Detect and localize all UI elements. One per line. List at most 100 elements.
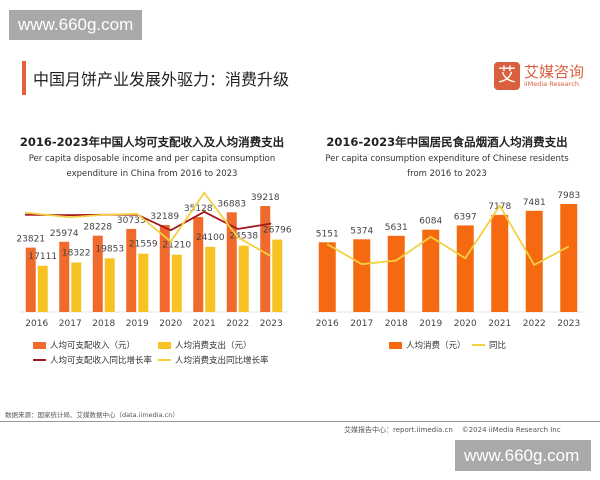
logo-en: iiMedia Research [524,80,580,88]
consumption-bar [205,246,216,312]
food-spend-label: 5151 [316,229,339,239]
title-accent-bar [22,61,26,95]
legend-consumption-growth: 人均消费支出同比增长率 [158,354,269,366]
consumption-label: 24100 [196,233,225,243]
food-spend-bar [353,239,371,312]
year-tick: 2019 [126,319,149,329]
chart2-title: 2016-2023年中国居民食品烟酒人均消费支出 [326,135,568,149]
income-label: 23821 [16,235,45,245]
consumption-growth-line [24,191,272,258]
consumption-label: 18322 [62,248,91,258]
year-tick: 2022 [523,319,546,329]
food-spend-bar [387,235,405,312]
legend-line [472,344,485,346]
food-spend-label: 7983 [557,191,580,201]
consumption-label: 21559 [129,240,158,250]
consumption-label: 24538 [229,232,258,242]
food-spend-label: 7481 [523,198,546,208]
food-spend-bar [318,242,336,312]
page-header: 中国月饼产业发展外驱力：消费升级 [22,61,289,95]
copyright: ©2024 iiMedia Research Inc [461,426,561,434]
logo: 艾 艾媒咨询 iiMedia Research [494,62,584,90]
income-label: 39218 [251,193,280,203]
income-bar [25,247,36,312]
year-tick: 2019 [419,319,442,329]
consumption-label: 17111 [28,252,57,262]
consumption-label: 26796 [263,226,292,236]
legend-income: 人均可支配收入（元） [33,339,135,351]
legend-label: 人均可支配收入（元） [50,341,136,351]
income-bar [226,212,237,312]
food-spend-bar [422,229,440,312]
year-tick: 2020 [159,319,182,329]
footer-info: 艾媒报告中心：report.iimedia.cn ©2024 iiMedia R… [344,425,561,435]
year-tick: 2018 [385,319,408,329]
legend-line [158,359,171,361]
food-spend-label: 6084 [419,217,442,227]
year-tick: 2021 [193,319,216,329]
legend-label: 人均消费支出同比增长率 [175,356,269,366]
yoy-growth-line [326,204,570,267]
food-spend-bar [560,204,578,312]
income-bar [159,224,170,312]
year-tick: 2022 [226,319,249,329]
income-bar [193,217,204,312]
legend-income-growth: 人均可支配收入同比增长率 [33,354,152,366]
income-bar [260,206,271,312]
data-source: 数据来源：国家统计局、艾媒数据中心（data.iimedia.cn） [5,411,179,419]
legend-food-spend: 人均消费（元） [389,339,466,351]
consumption-bar [272,239,283,312]
legend-label: 人均消费（元） [406,341,466,351]
food-spend-label: 6397 [454,212,477,222]
year-tick: 2016 [316,319,339,329]
chart1-subtitle-1: Per capita disposable income and per cap… [28,154,276,164]
income-label: 30733 [117,216,146,226]
consumption-bar [138,253,149,312]
legend-line [33,359,46,361]
legend-consumption: 人均消费支出（元） [158,339,252,351]
watermark-bottom: www.660g.com [455,440,591,471]
income-label: 35128 [184,204,213,214]
chart1-subtitle-2: expenditure in China from 2016 to 2023 [66,169,238,179]
income-label: 28228 [83,223,112,233]
food-spend-bar [491,214,509,312]
income-label: 32189 [150,212,179,222]
report-link[interactable]: 艾媒报告中心：report.iimedia.cn [344,426,453,434]
year-tick: 2021 [488,319,511,329]
consumption-bar [104,258,115,312]
page-title: 中国月饼产业发展外驱力：消费升级 [33,70,290,89]
logo-mark: 艾 [494,62,520,90]
income-bar [126,228,137,312]
food-spend-label: 5374 [350,226,373,236]
chart2-subtitle-2: from 2016 to 2023 [407,169,487,179]
food-spend-bar [525,210,543,312]
footer-divider [0,421,600,422]
income-growth-line [24,210,272,232]
year-tick: 2016 [25,319,48,329]
income-bar [92,235,103,312]
legend-label: 人均可支配收入同比增长率 [50,356,153,366]
income-label: 25974 [50,229,79,239]
year-tick: 2017 [350,319,373,329]
year-tick: 2023 [557,319,580,329]
legend-label: 同比 [489,341,507,351]
food-spend-label: 5631 [385,223,408,233]
legend-yoy: 同比 [472,339,506,351]
legend-swatch [389,341,402,349]
logo-cn: 艾媒咨询 [524,63,585,81]
consumption-bar [37,265,48,312]
legend-swatch [158,341,171,349]
year-tick: 2023 [260,319,283,329]
watermark-top: www.660g.com [9,10,143,40]
income-label: 36883 [217,199,246,209]
legend-swatch [33,341,46,349]
consumption-label: 21210 [162,241,191,251]
legend-label: 人均消费支出（元） [175,341,252,351]
food-spend-bar [456,225,474,312]
year-tick: 2018 [92,319,115,329]
consumption-bar [71,262,82,312]
income-bar [59,241,70,312]
chart1-title: 2016-2023年中国人均可支配收入及人均消费支出 [19,135,285,149]
chart2-subtitle-1: Per capita consumption expenditure of Ch… [325,154,569,164]
